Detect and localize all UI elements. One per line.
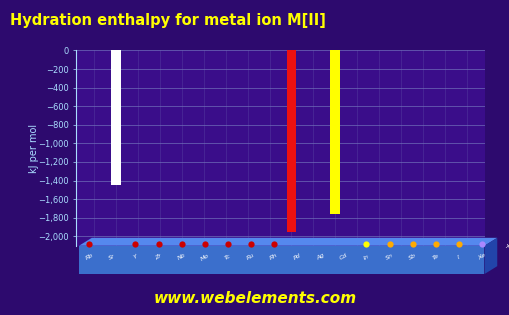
Polygon shape bbox=[484, 238, 496, 274]
Bar bbox=[286, 50, 296, 232]
Text: Sn: Sn bbox=[384, 253, 393, 261]
Text: Zr: Zr bbox=[154, 253, 162, 261]
Text: Hydration enthalpy for metal ion M[II]: Hydration enthalpy for metal ion M[II] bbox=[10, 13, 325, 28]
Text: Sb: Sb bbox=[407, 253, 416, 261]
Text: Y: Y bbox=[132, 254, 138, 260]
Text: Rb: Rb bbox=[84, 253, 94, 261]
Text: Rh: Rh bbox=[269, 253, 278, 261]
Text: www.webelements.com: www.webelements.com bbox=[153, 290, 356, 306]
Bar bbox=[111, 50, 121, 185]
Text: Xe: Xe bbox=[504, 244, 509, 249]
Text: Nb: Nb bbox=[176, 253, 186, 261]
Text: Ru: Ru bbox=[245, 253, 256, 261]
Text: Cd: Cd bbox=[338, 253, 348, 261]
Polygon shape bbox=[79, 238, 496, 246]
FancyBboxPatch shape bbox=[79, 246, 484, 274]
Text: In: In bbox=[362, 253, 370, 261]
Y-axis label: kJ per mol: kJ per mol bbox=[29, 123, 39, 173]
Text: Sr: Sr bbox=[108, 253, 116, 261]
Text: Xe: Xe bbox=[476, 253, 486, 261]
Text: Tc: Tc bbox=[223, 253, 232, 261]
Text: Mo: Mo bbox=[199, 253, 210, 261]
Text: Te: Te bbox=[431, 253, 439, 261]
Text: Ag: Ag bbox=[315, 253, 324, 261]
Bar bbox=[330, 50, 340, 214]
Text: Pd: Pd bbox=[292, 253, 301, 261]
Text: I: I bbox=[456, 255, 460, 260]
